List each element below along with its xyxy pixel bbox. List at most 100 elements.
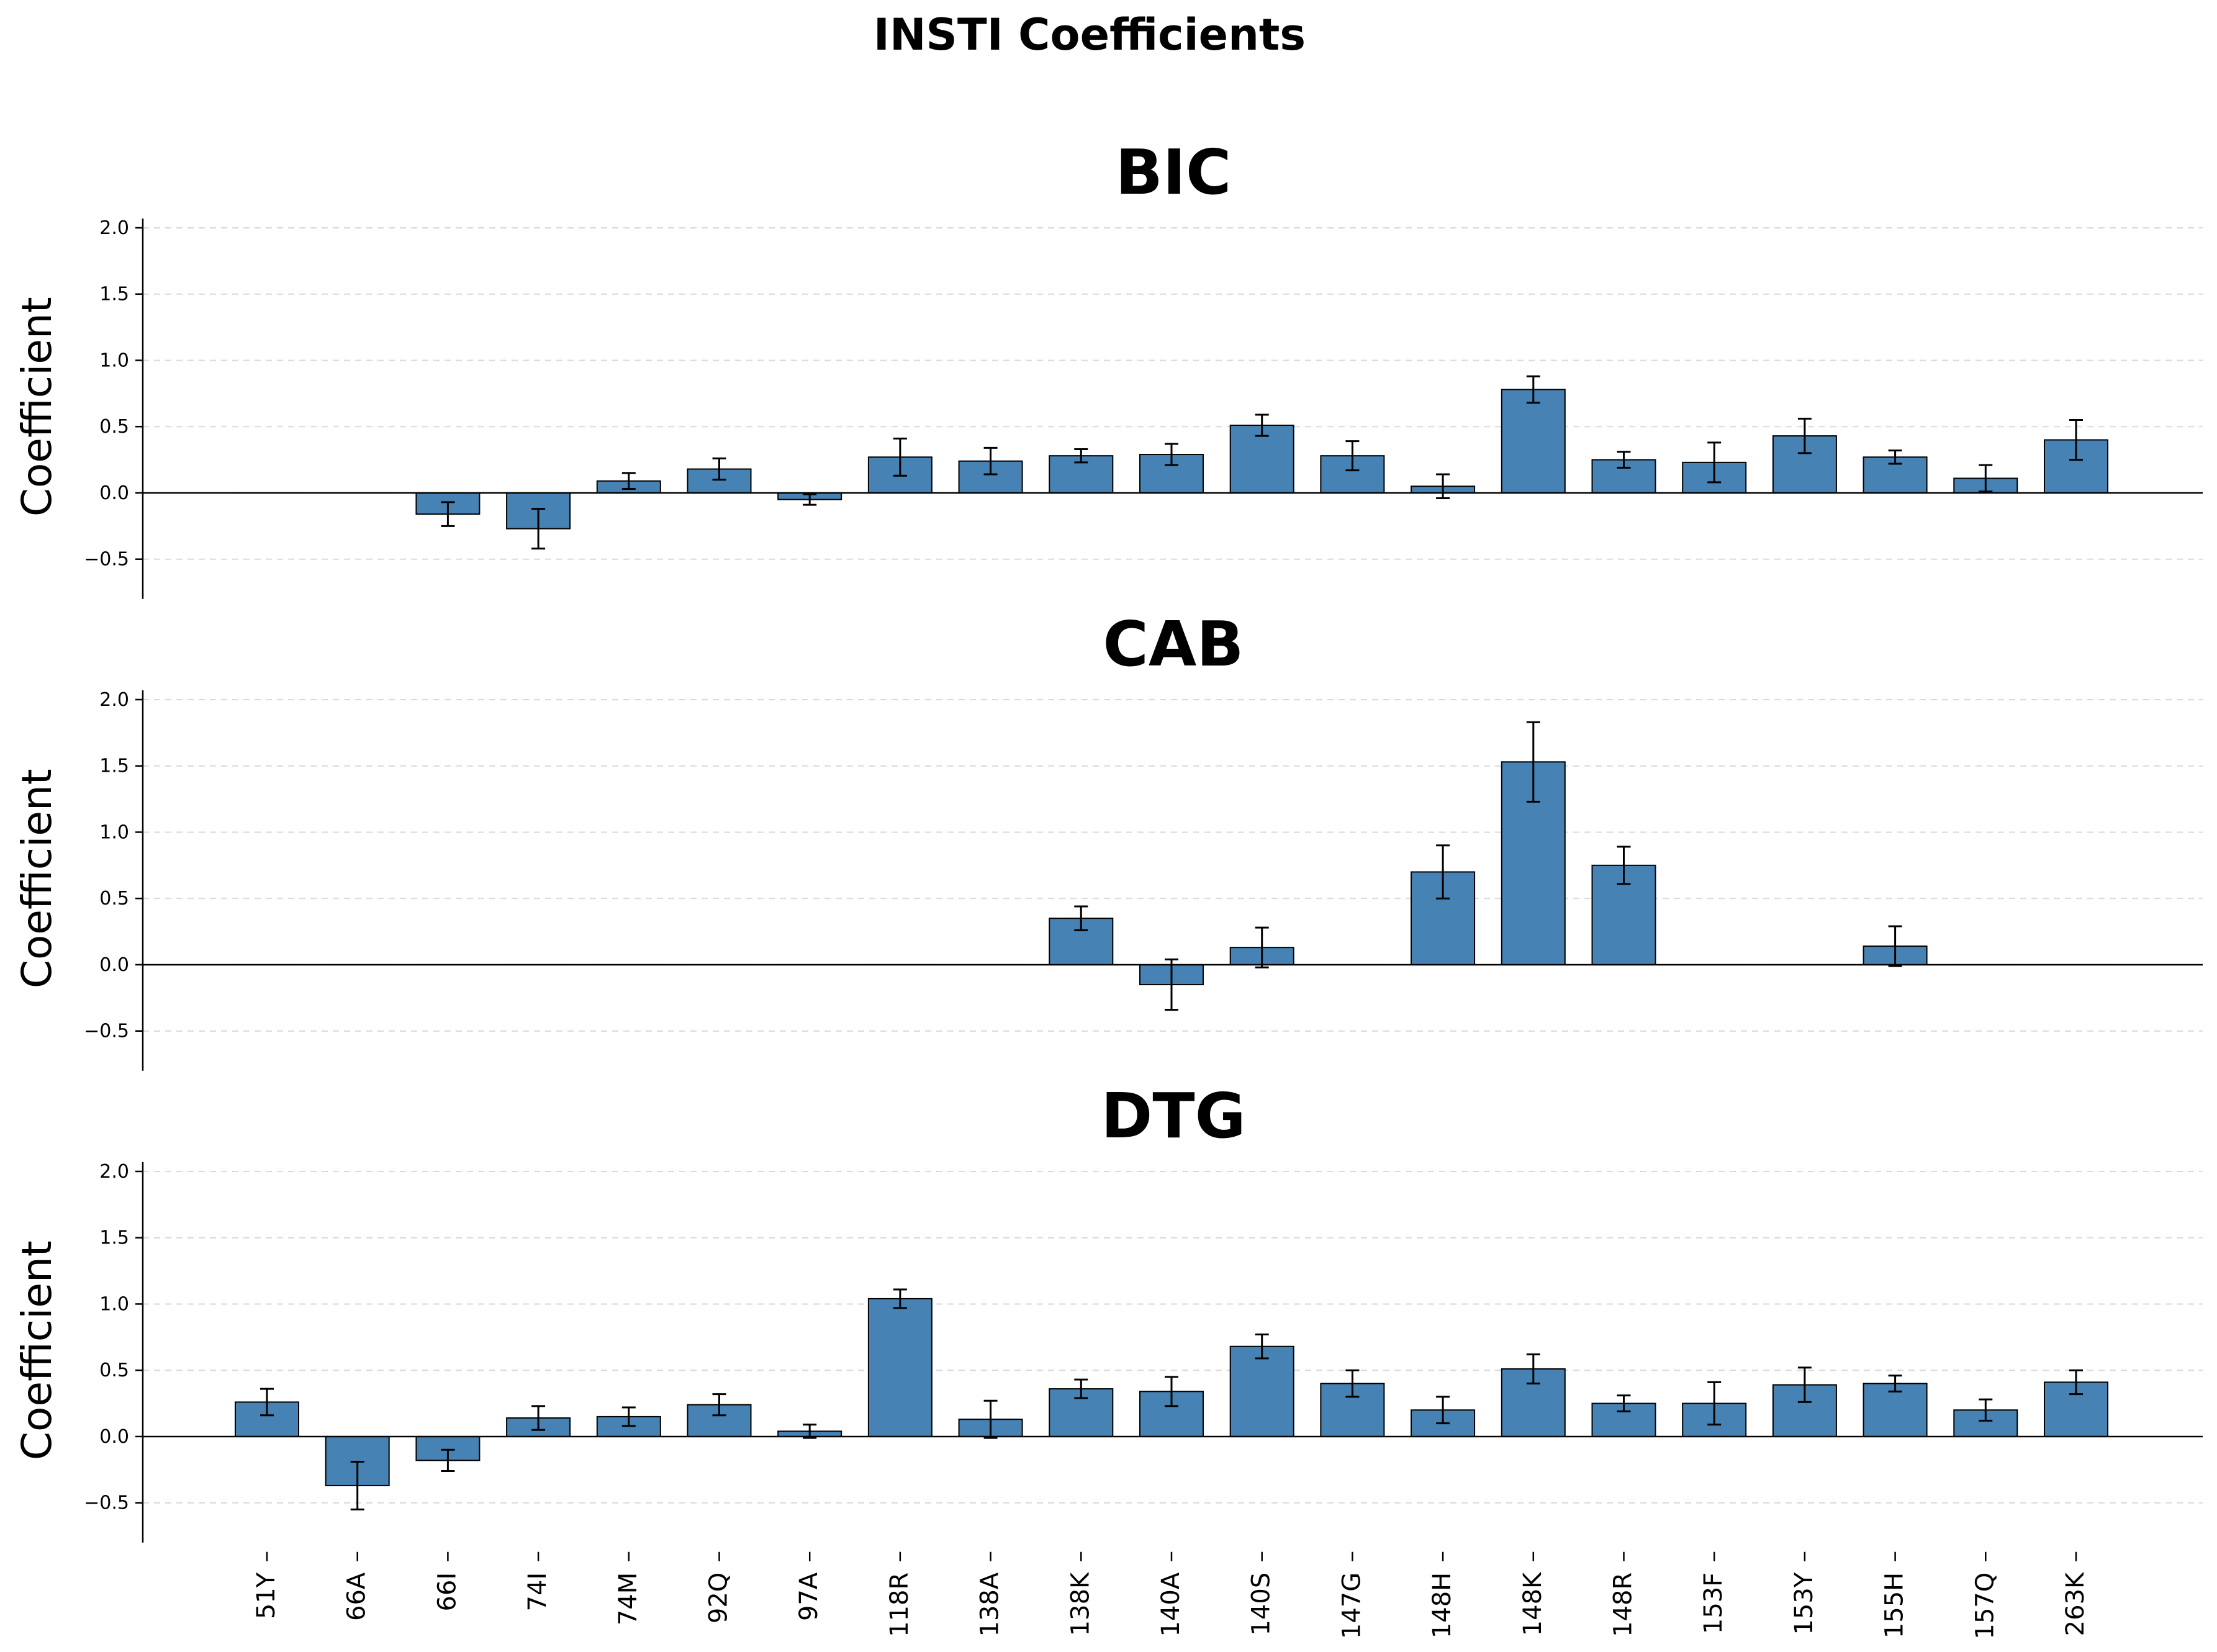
panel-title: CAB — [1103, 608, 1244, 680]
bar-153Y — [1772, 1384, 1837, 1437]
bar-118R — [867, 1298, 932, 1437]
chart-panel-bic: −0.5 0.0 0.5 1.0 1.5 2.0 Coefficient BIC — [13, 136, 2203, 599]
x-tick-label: 140A — [1157, 1572, 1185, 1636]
y-tick-label: −0.5 — [84, 1492, 129, 1514]
panel-title: BIC — [1116, 136, 1232, 209]
y-tick-label: 2.0 — [99, 1161, 129, 1183]
error-bar-148H — [1436, 844, 1450, 900]
x-tick-label: 138K — [1066, 1571, 1095, 1636]
figure-suptitle: INSTI Coefficients — [874, 9, 1306, 60]
x-tick-label: 155H — [1881, 1573, 1909, 1638]
y-tick-label: −0.5 — [84, 549, 129, 571]
x-tick-label: 148H — [1428, 1573, 1456, 1638]
y-tick-label: 2.0 — [99, 217, 129, 239]
error-bar-138K — [1074, 905, 1088, 931]
x-tick-label: 153Y — [1790, 1572, 1818, 1635]
error-bar-74I — [531, 508, 546, 550]
x-tick-label: 148R — [1609, 1573, 1638, 1637]
y-tick-label: 1.5 — [99, 1227, 129, 1249]
bar-148K — [1501, 389, 1566, 494]
error-bar-138A — [983, 1399, 998, 1439]
error-bar-66A — [350, 1461, 364, 1510]
error-bar-148R — [1617, 846, 1631, 885]
bar-140S — [1229, 1345, 1294, 1437]
x-tick-label: 148K — [1519, 1571, 1547, 1636]
error-bar-92Q — [712, 1393, 726, 1417]
error-bar-147G — [1345, 440, 1360, 472]
error-bar-263K — [2069, 1369, 2083, 1396]
error-bar-118R — [893, 1288, 907, 1309]
error-bar-138A — [983, 446, 998, 476]
y-tick-label: 0.5 — [99, 888, 129, 910]
x-tick-label: 157Q — [1971, 1573, 1999, 1640]
error-bar-118R — [893, 437, 907, 477]
chart-panel-dtg: −0.5 0.0 0.5 1.0 1.5 2.0 Coefficient DTG 51Y 66A 6… — [13, 1080, 2203, 1640]
error-bar-92Q — [712, 457, 726, 481]
x-tick-label: 153F — [1699, 1573, 1728, 1634]
error-bar-74I — [531, 1405, 546, 1431]
x-tick-label: 140S — [1247, 1573, 1276, 1636]
error-bar-140S — [1255, 1334, 1269, 1360]
error-bar-66I — [441, 501, 455, 527]
error-bar-147G — [1345, 1369, 1360, 1398]
chart-panels: −0.5 0.0 0.5 1.0 1.5 2.0 Coefficient BIC −0.5 0.0… — [13, 136, 2203, 1640]
error-bar-148H — [1436, 473, 1450, 499]
y-tick-label: 0.0 — [99, 954, 129, 976]
x-tick-label: 118R — [885, 1573, 914, 1637]
x-tick-label: 97A — [795, 1572, 823, 1621]
error-bar-148K — [1526, 721, 1540, 803]
x-tick-label: 74I — [523, 1573, 552, 1612]
x-tick-label: 51Y — [252, 1572, 281, 1619]
error-bar-74M — [621, 1406, 636, 1427]
error-bar-153F — [1707, 1381, 1722, 1426]
error-bar-148R — [1617, 451, 1631, 469]
error-bar-140S — [1255, 926, 1269, 968]
y-tick-label: 1.0 — [99, 350, 129, 371]
y-axis-label: Coefficient — [13, 297, 61, 517]
error-bar-66I — [441, 1448, 455, 1472]
error-bar-51Y — [260, 1388, 274, 1417]
x-tick-label: 263K — [2061, 1571, 2090, 1636]
x-tick-label: 74M — [614, 1573, 643, 1625]
error-bar-157Q — [1979, 464, 1993, 493]
error-bar-153F — [1707, 441, 1722, 484]
error-bar-138K — [1074, 1378, 1088, 1399]
error-bar-97A — [803, 1424, 817, 1439]
y-tick-label: 1.5 — [99, 756, 129, 777]
x-tick-label: 66I — [433, 1573, 461, 1612]
error-bar-263K — [2069, 419, 2083, 461]
y-tick-label: −0.5 — [84, 1021, 129, 1042]
error-bar-140A — [1165, 443, 1178, 466]
y-axis-label: Coefficient — [13, 769, 61, 988]
y-tick-label: 0.5 — [99, 1360, 129, 1381]
error-bar-157Q — [1979, 1398, 1993, 1422]
y-tick-label: 1.0 — [99, 1293, 129, 1315]
error-bar-138K — [1074, 448, 1088, 464]
y-tick-label: 0.5 — [99, 416, 129, 438]
error-bar-155H — [1888, 925, 1902, 967]
y-axis-label: Coefficient — [13, 1240, 61, 1460]
error-bar-97A — [803, 493, 817, 506]
x-tick-label: 66A — [343, 1572, 371, 1621]
x-tick-label: 138A — [976, 1572, 1005, 1636]
error-bar-153Y — [1797, 417, 1812, 454]
x-tick-label: 147G — [1337, 1573, 1366, 1639]
y-tick-label: 1.0 — [99, 821, 129, 843]
chart-panel-cab: −0.5 0.0 0.5 1.0 1.5 2.0 Coefficient CAB — [13, 608, 2203, 1071]
error-bar-148K — [1526, 375, 1540, 404]
y-tick-label: 0.0 — [99, 1426, 129, 1448]
error-bar-140S — [1255, 413, 1269, 437]
error-bar-148H — [1436, 1396, 1450, 1425]
error-bar-155H — [1888, 449, 1902, 465]
error-bar-148R — [1617, 1394, 1631, 1412]
x-tick-label: 92Q — [705, 1573, 733, 1623]
error-bar-155H — [1888, 1374, 1902, 1392]
y-tick-label: 1.5 — [99, 284, 129, 305]
y-tick-label: 0.0 — [99, 482, 129, 504]
error-bar-140A — [1165, 958, 1178, 1011]
error-bar-153Y — [1797, 1366, 1812, 1403]
error-bar-74M — [621, 472, 636, 490]
panel-title: DTG — [1101, 1080, 1245, 1152]
y-tick-label: 2.0 — [99, 689, 129, 711]
